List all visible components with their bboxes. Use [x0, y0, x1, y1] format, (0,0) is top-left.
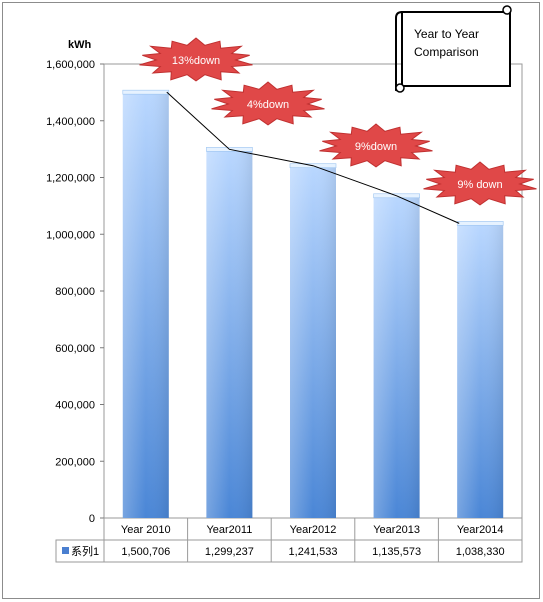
trend-line — [166, 91, 460, 224]
data-table-value: 1,241,533 — [289, 546, 338, 558]
y-tick-label: 1,000,000 — [46, 229, 95, 241]
bar-shading — [457, 223, 504, 519]
scroll-note-roll — [395, 83, 405, 93]
y-tick-label: 1,600,000 — [46, 59, 95, 71]
y-tick-label: 400,000 — [55, 400, 95, 412]
bar-top-cap — [122, 89, 170, 95]
x-category-label: Year2012 — [290, 524, 337, 536]
data-table-value: 1,299,237 — [205, 546, 254, 558]
y-tick-label: 600,000 — [55, 343, 95, 355]
legend-series-name: 系列1 — [71, 544, 99, 558]
callout-starburst — [319, 123, 433, 168]
scroll-note-roll — [502, 5, 512, 15]
legend-key — [62, 547, 69, 554]
x-category-label: Year2011 — [206, 524, 252, 536]
bar-shading — [290, 165, 336, 518]
bar-shading — [206, 149, 253, 519]
data-table-value: 1,500,706 — [121, 546, 170, 558]
x-category-label: Year2014 — [457, 524, 504, 536]
y-axis-unit-label: kWh — [68, 39, 92, 51]
x-category-label: Year2013 — [373, 524, 420, 536]
y-tick-label: 0 — [89, 513, 95, 525]
callout-label: 13%down — [172, 55, 220, 67]
callout-starburst — [211, 81, 325, 126]
y-tick-label: 1,200,000 — [46, 173, 95, 185]
callout-starburst — [423, 161, 537, 206]
scroll-note-text: Year to Year — [414, 27, 479, 41]
data-table-value: 1,135,573 — [372, 546, 421, 558]
y-tick-label: 800,000 — [55, 286, 95, 298]
scroll-note-text: Comparison — [414, 45, 479, 59]
data-table-value: 1,038,330 — [456, 546, 505, 558]
callout-label: 9% down — [457, 179, 502, 191]
bar-shading — [122, 92, 169, 518]
y-tick-label: 1,400,000 — [46, 116, 95, 128]
y-tick-label: 200,000 — [55, 456, 95, 468]
bar-top-cap — [456, 221, 504, 226]
scroll-note-body — [401, 11, 511, 87]
bar-shading — [373, 195, 420, 518]
callout-label: 9%down — [355, 141, 397, 153]
callout-starburst — [139, 37, 253, 82]
x-category-label: Year 2010 — [121, 524, 171, 536]
callout-label: 4%down — [247, 99, 289, 111]
